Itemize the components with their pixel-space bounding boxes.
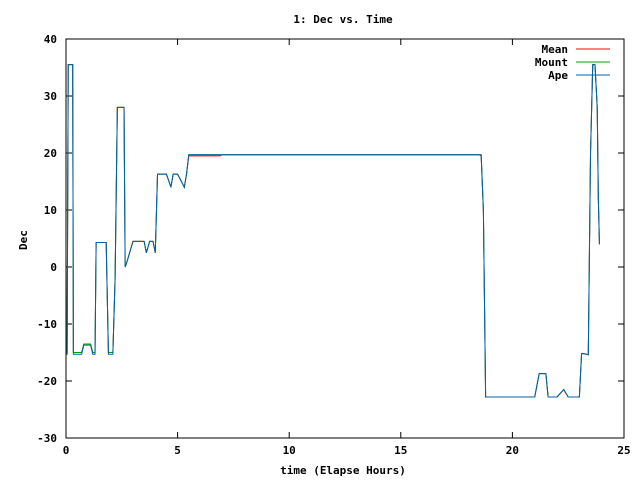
x-tick-label: 25 [617, 444, 630, 457]
y-tick-label: -10 [37, 318, 57, 331]
x-tick-label: 10 [283, 444, 296, 457]
y-axis-label: Dec [17, 230, 30, 250]
series-line-mount [66, 64, 600, 398]
y-tick-label: -20 [37, 375, 57, 388]
axis-ticks: 0 5 10 15 20 25 -30 -20 -10 0 10 20 30 40 [37, 33, 631, 457]
y-tick-label: -30 [37, 432, 57, 445]
y-tick-label: 40 [44, 33, 57, 46]
series-layer [66, 64, 600, 398]
series-line-ape [66, 64, 600, 398]
plot-frame [65, 38, 625, 439]
x-tick-label: 5 [174, 444, 181, 457]
x-tick-label: 15 [394, 444, 407, 457]
y-tick-label: 30 [44, 90, 57, 103]
chart-title: 1: Dec vs. Time [293, 13, 393, 26]
legend-label-ape: Ape [548, 69, 568, 82]
y-tick-label: 20 [44, 147, 57, 160]
x-axis-label: time (Elapse Hours) [280, 464, 406, 477]
x-tick-label: 0 [63, 444, 70, 457]
y-tick-label: 10 [44, 204, 57, 217]
legend-label-mean: Mean [542, 43, 569, 56]
x-tick-label: 20 [506, 444, 519, 457]
series-line-mean [66, 64, 600, 398]
y-tick-label: 0 [50, 261, 57, 274]
legend-label-mount: Mount [535, 56, 568, 69]
